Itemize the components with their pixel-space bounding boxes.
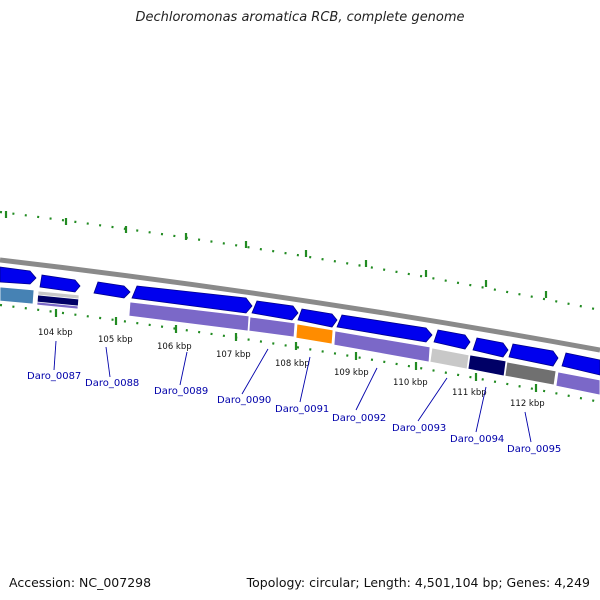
- gene-label[interactable]: Daro_0090: [217, 395, 271, 406]
- gene-label[interactable]: Daro_0092: [332, 413, 386, 424]
- forward-gene-arrow[interactable]: [508, 343, 559, 367]
- cog-box-purple-stripe: [36, 301, 79, 310]
- cog-box-light-gray[interactable]: [429, 347, 470, 370]
- scale-tick-label: 107 kbp: [216, 350, 251, 360]
- forward-gene-arrow[interactable]: [433, 329, 471, 350]
- cog-category-track: [0, 286, 600, 396]
- gene-label[interactable]: Daro_0093: [392, 423, 446, 434]
- inner-track-ticks: [54, 309, 538, 392]
- forward-gene-arrow[interactable]: [0, 266, 37, 285]
- scale-tick-label: 105 kbp: [98, 335, 133, 345]
- gene-label[interactable]: Daro_0087: [27, 371, 81, 382]
- gene-label[interactable]: Daro_0095: [507, 444, 561, 455]
- scale-tick-label: 112 kbp: [510, 399, 545, 409]
- forward-gene-arrow[interactable]: [336, 314, 433, 343]
- cog-box-steel[interactable]: [0, 286, 35, 305]
- scale-labels: 104 kbp 105 kbp 106 kbp 107 kbp 108 kbp …: [38, 328, 545, 409]
- cog-box-light: [37, 290, 80, 300]
- gene-labels: Daro_0087 Daro_0088 Daro_0089 Daro_0090 …: [27, 371, 561, 455]
- map-title: Dechloromonas aromatica RCB, complete ge…: [135, 10, 465, 25]
- cog-box-purple[interactable]: [128, 301, 250, 332]
- scale-tick-label: 104 kbp: [38, 328, 73, 338]
- forward-gene-arrow[interactable]: [251, 300, 299, 321]
- outer-track-ticks: [4, 211, 548, 298]
- cog-box-purple[interactable]: [248, 316, 296, 338]
- cog-box-dark-gray[interactable]: [504, 361, 557, 386]
- forward-gene-arrow[interactable]: [39, 274, 81, 293]
- outer-dotted-track: [0, 210, 600, 312]
- scale-tick-label: 111 kbp: [452, 388, 487, 398]
- genome-backbone: [0, 257, 600, 353]
- accession-text: Accession: NC_007298: [9, 575, 152, 590]
- cog-box-navy[interactable]: [467, 354, 507, 377]
- gene-label[interactable]: Daro_0094: [450, 434, 504, 445]
- forward-gene-arrow[interactable]: [561, 352, 600, 376]
- scale-tick-label: 108 kbp: [275, 359, 310, 369]
- gene-label[interactable]: Daro_0089: [154, 386, 208, 397]
- cog-box-purple[interactable]: [555, 371, 600, 396]
- scale-tick-label: 106 kbp: [157, 342, 192, 352]
- scale-tick-label: 110 kbp: [393, 378, 428, 388]
- forward-gene-arrow[interactable]: [131, 285, 253, 314]
- forward-gene-arrow[interactable]: [472, 337, 509, 358]
- genome-summary-text: Topology: circular; Length: 4,501,104 bp…: [246, 575, 590, 590]
- scale-tick-label: 109 kbp: [334, 368, 369, 378]
- forward-gene-arrow[interactable]: [297, 308, 338, 328]
- forward-strand-track: [0, 266, 600, 376]
- forward-gene-arrow[interactable]: [93, 281, 131, 299]
- gene-leader-lines: [53, 340, 532, 443]
- gene-label[interactable]: Daro_0091: [275, 404, 329, 415]
- cog-box-orange[interactable]: [295, 323, 334, 345]
- cog-box-purple[interactable]: [333, 330, 431, 363]
- gene-label[interactable]: Daro_0088: [85, 378, 139, 389]
